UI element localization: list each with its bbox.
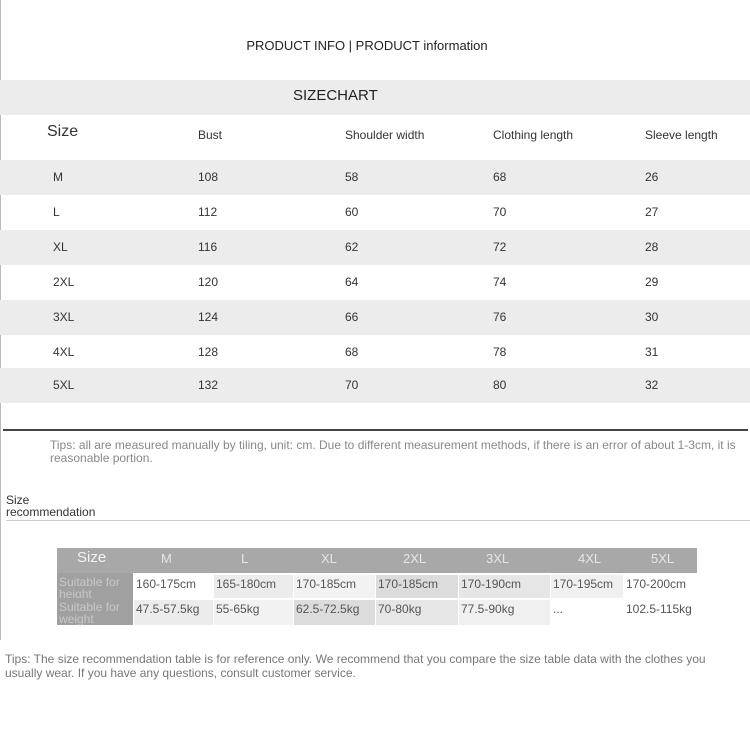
table-cell: 66 <box>345 310 359 324</box>
table-cell: 30 <box>645 310 659 324</box>
column-header: 4XL <box>578 551 602 566</box>
table-cell: 102.5-115kg <box>623 598 697 625</box>
column-header: Sleeve length <box>645 128 718 142</box>
table-cell: 4XL <box>53 345 75 359</box>
table-cell: 116 <box>198 240 218 254</box>
table-cell: 74 <box>493 275 507 289</box>
table-row: 2XL 120 64 74 29 <box>0 265 750 300</box>
table-cell: L <box>53 205 60 219</box>
table-cell: Suitable for weight <box>57 598 133 625</box>
column-header: XL <box>321 551 337 566</box>
column-header: Clothing length <box>493 128 574 142</box>
measure-tips: Tips: all are measured manually by tilin… <box>50 438 736 465</box>
table-cell: 72 <box>493 240 507 254</box>
table-cell: 170-185cm <box>375 573 458 598</box>
table-row: L 112 60 70 27 <box>0 195 750 230</box>
column-header: Bust <box>198 128 223 142</box>
table-cell: 170-185cm <box>293 573 375 598</box>
recommendation-row: Suitable for height 160-175cm 165-180cm 170… <box>57 573 697 600</box>
column-header: 5XL <box>651 551 675 566</box>
column-header: Size <box>47 123 79 140</box>
column-header: L <box>241 551 249 566</box>
table-cell: 68 <box>345 345 359 359</box>
table-cell: 26 <box>645 170 659 184</box>
table-cell: 32 <box>645 378 659 392</box>
table-cell: 47.5-57.5kg <box>133 598 213 625</box>
table-cell: 124 <box>198 310 219 324</box>
column-header: Shoulder width <box>345 128 425 142</box>
table-cell: 160-175cm <box>133 573 213 598</box>
table-cell: XL <box>53 240 68 254</box>
divider <box>6 520 750 521</box>
table-cell: 170-190cm <box>458 573 550 598</box>
table-cell: 77.5-90kg <box>458 598 550 625</box>
table-cell: M <box>53 170 63 184</box>
table-cell: 27 <box>645 205 659 219</box>
table-cell: 62.5-72.5kg <box>293 598 375 625</box>
column-header: 3XL <box>486 551 510 566</box>
table-cell: 55-65kg <box>213 598 293 625</box>
table-cell: 112 <box>198 205 218 219</box>
table-cell: 70-80kg <box>375 598 458 625</box>
table-cell: 70 <box>493 205 507 219</box>
title-band <box>0 80 750 115</box>
table-cell: 76 <box>493 310 507 324</box>
table-row: 4XL 128 68 78 31 <box>0 335 750 370</box>
page-title: PRODUCT INFO | PRODUCT information <box>246 38 488 53</box>
column-header: 2XL <box>403 551 427 566</box>
size-recommendation-label: Size recommendation <box>6 493 96 519</box>
table-cell: 170-200cm <box>623 573 697 598</box>
table-header-row: Size Bust Shoulder width Clothing length Sle… <box>0 115 750 150</box>
table-row: M 108 58 68 26 <box>0 160 750 195</box>
size-chart-title: SIZECHART <box>293 87 378 104</box>
table-cell: 2XL <box>53 275 75 289</box>
table-cell: 132 <box>198 378 219 392</box>
divider <box>3 429 748 431</box>
table-cell: 165-180cm <box>213 573 293 598</box>
table-cell: 68 <box>493 170 507 184</box>
table-cell: ... <box>550 598 623 625</box>
table-cell: 108 <box>198 170 219 184</box>
table-cell: 28 <box>645 240 659 254</box>
column-header: Size <box>77 549 107 566</box>
table-cell: 29 <box>645 275 659 289</box>
table-row: 5XL 132 70 80 32 <box>0 368 750 403</box>
table-cell: 170-195cm <box>550 573 623 598</box>
table-cell: 31 <box>645 345 659 359</box>
table-cell: 5XL <box>53 378 75 392</box>
table-cell: 64 <box>345 275 359 289</box>
table-cell: 3XL <box>53 310 75 324</box>
table-cell: 80 <box>493 378 507 392</box>
table-cell: 78 <box>493 345 507 359</box>
table-row: 3XL 124 66 76 30 <box>0 300 750 335</box>
table-cell: Suitable for height <box>57 573 133 600</box>
recommendation-row: Suitable for weight 47.5-57.5kg 55-65kg 62.… <box>57 598 697 625</box>
table-row: XL 116 62 72 28 <box>0 230 750 265</box>
table-cell: 70 <box>345 378 359 392</box>
recommend-tips: Tips: The size recommendation table is f… <box>5 652 706 680</box>
table-cell: 120 <box>198 275 219 289</box>
recommendation-header-row: Size M L XL 2XL 3XL 4XL 5XL <box>57 548 697 573</box>
column-header: M <box>161 551 172 566</box>
table-cell: 60 <box>345 205 359 219</box>
table-cell: 58 <box>345 170 359 184</box>
table-cell: 62 <box>345 240 359 254</box>
table-cell: 128 <box>198 345 219 359</box>
